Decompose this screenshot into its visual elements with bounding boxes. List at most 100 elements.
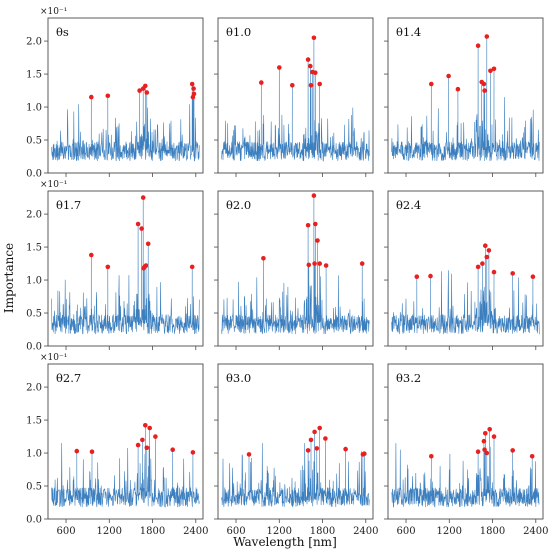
highlight-point-2 xyxy=(277,65,282,70)
highlight-point-7 xyxy=(484,254,490,260)
highlight-point-4 xyxy=(140,437,145,443)
panel-5: θ2.0 xyxy=(214,190,374,350)
highlight-point-9 xyxy=(510,271,515,276)
highlight-point-1 xyxy=(261,255,266,261)
x-tick-label: 1800 xyxy=(480,526,505,537)
highlight-point-1 xyxy=(74,448,80,454)
importance-series-line xyxy=(221,427,370,508)
highlight-point-9 xyxy=(170,447,175,453)
highlight-point-1 xyxy=(89,252,94,258)
x-tick-label: 1800 xyxy=(140,526,165,537)
highlight-point-5 xyxy=(313,221,318,227)
panel-frame xyxy=(47,190,204,347)
highlight-point-3 xyxy=(290,83,295,88)
y-tick-label: 0.5 xyxy=(26,136,42,147)
highlight-point-7 xyxy=(482,88,487,93)
y-tick-label: 0.0 xyxy=(26,515,42,526)
highlight-point-10 xyxy=(308,83,314,88)
highlight-point-6 xyxy=(315,238,320,243)
highlight-point-9 xyxy=(317,81,323,87)
highlight-point-8 xyxy=(323,263,329,268)
highlight-point-6 xyxy=(486,248,492,253)
highlight-point-10 xyxy=(190,450,196,455)
panel-4: 0.0 0.5 1.0 1.5 2.0 ×10⁻¹ θ1.7 xyxy=(26,180,204,353)
panel-title: θ1.0 xyxy=(226,25,251,39)
highlight-point-3 xyxy=(135,221,141,227)
highlight-point-6 xyxy=(144,90,150,95)
x-axis-title: Wavelength [nm] xyxy=(233,535,337,549)
highlight-point-10 xyxy=(491,66,497,72)
x-tick-label: 600 xyxy=(396,526,415,537)
highlight-point-3 xyxy=(135,442,141,448)
panel-title: θ2.4 xyxy=(396,198,421,212)
highlight-point-5 xyxy=(140,195,146,200)
highlight-point-10 xyxy=(312,261,317,266)
highlight-point-2 xyxy=(105,264,111,270)
highlight-point-8 xyxy=(510,448,515,453)
highlight-point-1 xyxy=(429,81,434,87)
highlight-point-9 xyxy=(359,261,365,266)
highlight-point-10 xyxy=(362,451,367,457)
x-tick-label: 2400 xyxy=(183,526,208,537)
highlight-point-2 xyxy=(105,93,111,99)
x-tick-label: 600 xyxy=(226,526,245,537)
highlight-point-1 xyxy=(429,454,434,459)
panel-frame xyxy=(217,17,374,174)
panel-frame xyxy=(217,190,374,347)
panel-2: θ1.0 xyxy=(214,17,374,177)
highlight-point-4 xyxy=(480,261,485,266)
panel-title: θ3.0 xyxy=(226,371,251,385)
highlight-point-5 xyxy=(484,450,490,456)
panel-6: θ2.4 xyxy=(384,190,544,350)
highlight-point-4 xyxy=(312,429,317,435)
highlight-point-6 xyxy=(481,81,487,87)
panel-title: θs xyxy=(56,25,69,39)
importance-series-line xyxy=(391,36,540,162)
importance-series-line xyxy=(51,83,200,162)
highlight-point-2 xyxy=(305,223,311,228)
highlight-point-8 xyxy=(484,34,490,39)
panel-title: θ1.4 xyxy=(396,25,421,39)
highlight-point-2 xyxy=(446,73,451,79)
highlight-point-3 xyxy=(481,438,487,444)
highlight-point-4 xyxy=(483,431,488,436)
panel-frame xyxy=(387,363,544,520)
y-tick-label: 1.0 xyxy=(26,276,42,287)
y-tick-label: 0.5 xyxy=(26,482,42,493)
highlight-point-9 xyxy=(488,68,493,74)
importance-series-line xyxy=(51,197,200,335)
highlight-point-9 xyxy=(189,264,195,270)
y-tick-label: 1.5 xyxy=(26,70,42,81)
panel-title: θ3.2 xyxy=(396,371,421,385)
highlight-point-5 xyxy=(143,423,148,428)
highlight-point-7 xyxy=(491,434,497,439)
highlight-point-6 xyxy=(487,427,493,432)
highlight-point-10 xyxy=(191,91,197,97)
highlight-point-3 xyxy=(308,437,314,443)
highlight-point-3 xyxy=(455,86,461,92)
highlight-point-1 xyxy=(414,274,420,280)
y-tick-label: 0.5 xyxy=(26,309,42,320)
panel-title: θ2.0 xyxy=(226,198,251,212)
x-tick-label: 1200 xyxy=(97,526,122,537)
highlight-point-6 xyxy=(317,425,323,431)
panel-9: 600 1200 1800 2400 θ3.2 xyxy=(384,363,549,537)
y-multiplier-label: ×10⁻¹ xyxy=(40,7,67,17)
highlight-point-1 xyxy=(246,452,252,457)
highlight-point-7 xyxy=(189,81,195,87)
panel-1: 0.0 0.5 1.0 1.5 2.0 ×10⁻¹ θs xyxy=(26,7,204,180)
importance-series-line xyxy=(391,429,540,508)
highlight-point-4 xyxy=(139,226,144,231)
y-tick-label: 1.0 xyxy=(26,103,42,114)
highlight-point-1 xyxy=(89,94,94,100)
panel-7: 0.0 0.5 1.0 1.5 2.0 600 1200 1800 2400 ×10⁻¹ θ2.7 xyxy=(26,353,208,537)
highlight-point-5 xyxy=(143,83,148,89)
y-multiplier-label: ×10⁻¹ xyxy=(40,353,67,363)
x-tick-label: 600 xyxy=(56,526,75,537)
importance-series-line xyxy=(391,245,540,335)
highlight-point-5 xyxy=(483,243,488,248)
panel-frame xyxy=(47,17,204,174)
importance-series-line xyxy=(221,195,370,335)
highlight-point-8 xyxy=(145,241,151,247)
